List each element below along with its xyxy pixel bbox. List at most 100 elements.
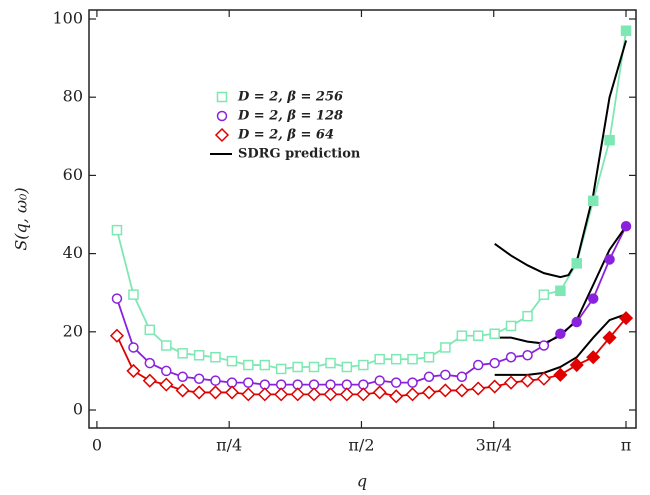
marker: [456, 330, 468, 341]
marker: [454, 383, 469, 398]
marker: [325, 357, 336, 369]
marker: [128, 342, 139, 353]
marker: [620, 220, 632, 232]
marker: [620, 25, 632, 36]
marker: [292, 361, 303, 373]
legend-label: SDRG prediction: [238, 147, 361, 162]
prediction-curve: [494, 40, 628, 279]
legend-marker: [214, 127, 230, 143]
marker: [257, 387, 272, 402]
y-tick-label: 40: [63, 243, 83, 262]
marker: [144, 324, 156, 336]
marker: [241, 387, 256, 402]
marker: [438, 383, 453, 398]
legend-marker: [216, 91, 228, 103]
legend-label: D = 2, β = 256: [237, 90, 343, 105]
marker: [472, 330, 484, 341]
marker: [208, 385, 223, 400]
marker: [587, 293, 599, 304]
marker: [489, 328, 500, 340]
y-tick-label: 100: [52, 8, 83, 27]
marker: [159, 377, 174, 392]
marker: [372, 385, 387, 400]
marker: [407, 377, 418, 388]
legend-marker: [216, 110, 228, 122]
y-tick-label: 80: [63, 87, 83, 106]
marker: [472, 359, 484, 371]
marker: [243, 377, 254, 388]
x-tick-label: 3π/4: [476, 436, 512, 455]
marker: [421, 385, 437, 400]
marker: [358, 359, 369, 371]
marker: [503, 375, 519, 390]
marker: [571, 258, 582, 269]
y-tick-label: 0: [73, 400, 83, 419]
marker: [290, 387, 305, 402]
marker: [128, 289, 139, 300]
marker: [505, 351, 517, 363]
y-axis-label: S(q, ω₀): [12, 187, 31, 250]
prediction-curve: [494, 313, 627, 376]
x-tick-label: π/4: [216, 436, 242, 455]
series-line: [116, 317, 627, 398]
marker: [308, 361, 320, 373]
marker: [109, 328, 125, 343]
marker: [587, 195, 599, 207]
marker: [175, 383, 190, 398]
marker: [471, 381, 486, 396]
marker: [389, 389, 404, 404]
marker: [339, 387, 354, 402]
marker: [390, 353, 402, 365]
marker: [390, 377, 402, 388]
x-tick-label: 0: [92, 436, 102, 455]
marker: [161, 365, 172, 377]
x-tick-label: π: [621, 436, 632, 455]
marker: [555, 328, 566, 340]
marker: [259, 359, 271, 371]
legend-label: D = 2, β = 128: [237, 109, 343, 124]
marker: [275, 363, 287, 375]
marker: [604, 134, 615, 146]
marker: [536, 371, 551, 386]
marker: [522, 310, 533, 322]
marker: [487, 379, 502, 394]
marker: [142, 373, 157, 388]
marker: [144, 357, 156, 369]
series-line: [116, 225, 627, 386]
series-line: [116, 30, 627, 370]
marker: [569, 357, 584, 373]
y-tick-label: 20: [63, 321, 83, 340]
marker: [126, 363, 141, 378]
marker: [210, 351, 221, 363]
marker: [489, 357, 500, 369]
y-tick-label: 60: [63, 165, 83, 184]
marker: [323, 387, 338, 402]
marker: [538, 289, 550, 300]
marker: [243, 359, 254, 371]
marker: [522, 350, 533, 361]
marker: [374, 353, 385, 365]
marker: [405, 387, 420, 402]
marker: [374, 375, 385, 386]
marker: [111, 293, 123, 304]
marker: [602, 330, 617, 345]
marker: [440, 369, 451, 381]
marker: [407, 353, 418, 365]
marker: [177, 371, 188, 383]
marker: [161, 340, 172, 351]
marker: [505, 320, 517, 332]
marker: [341, 361, 353, 373]
legend-label: D = 2, β = 64: [237, 128, 334, 143]
plot-frame: [88, 9, 637, 429]
marker: [274, 387, 289, 402]
marker: [226, 355, 238, 367]
x-axis-label: q: [357, 472, 367, 491]
marker: [553, 367, 568, 382]
marker: [423, 371, 435, 383]
marker: [571, 316, 582, 328]
marker: [520, 373, 535, 388]
marker: [440, 342, 451, 353]
marker: [192, 385, 207, 400]
marker: [538, 340, 550, 351]
